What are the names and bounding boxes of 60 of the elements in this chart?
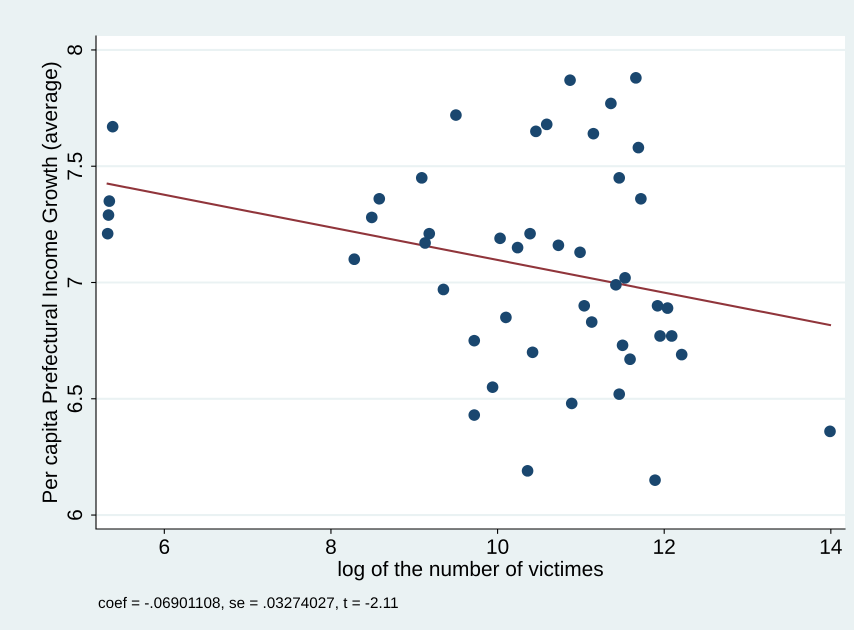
point: [530, 126, 542, 138]
point: [574, 246, 586, 258]
y-tick-label: 8: [67, 45, 82, 55]
point: [373, 192, 386, 205]
point: [512, 242, 524, 254]
y-tick-label: 7: [68, 278, 82, 288]
point: [635, 192, 647, 205]
point: [566, 398, 578, 410]
point: [666, 330, 678, 342]
point: [564, 74, 576, 86]
point: [649, 474, 661, 486]
point: [624, 353, 636, 366]
point: [366, 212, 378, 224]
x-tick-label: 14: [820, 539, 842, 554]
point: [616, 339, 628, 352]
point: [468, 409, 480, 421]
point: [450, 109, 462, 121]
point: [494, 232, 506, 244]
point: [552, 239, 564, 252]
point: [613, 388, 626, 400]
point: [586, 316, 598, 328]
point: [438, 284, 450, 296]
x-axis-title: log of the number of victimes: [338, 560, 603, 580]
point: [500, 312, 512, 324]
point: [652, 300, 664, 312]
point: [486, 381, 498, 393]
point: [524, 228, 536, 240]
point: [613, 172, 626, 184]
point: [416, 172, 428, 184]
point: [605, 98, 617, 110]
point: [419, 237, 431, 249]
x-tick-label: 12: [654, 539, 675, 554]
point: [106, 120, 118, 133]
text: coef = -.06901108, se = .03274027, t = -2.11: [98, 596, 398, 610]
point: [522, 465, 534, 477]
point: [619, 272, 631, 284]
point: [578, 300, 590, 312]
x-tick-label: 10: [488, 539, 508, 554]
point: [610, 279, 622, 291]
point: [102, 209, 114, 221]
point: [348, 253, 360, 266]
y-tick-label: 7.5: [68, 152, 82, 180]
point: [632, 142, 644, 154]
point: [102, 228, 114, 240]
x-tick-label: 8: [326, 539, 336, 554]
point: [676, 348, 688, 360]
point: [654, 330, 666, 342]
y-tick-label: 6: [67, 510, 82, 520]
point: [526, 346, 538, 358]
y-axis-title: Per capita Prefectural Income Growth (average): [42, 62, 62, 502]
point: [662, 302, 674, 314]
point: [468, 334, 480, 346]
point: [104, 195, 116, 207]
point: [630, 72, 642, 84]
y-tick-label: 6.5: [67, 385, 82, 412]
point: [824, 426, 836, 438]
point: [423, 228, 436, 240]
point: [540, 118, 553, 130]
point: [588, 128, 600, 140]
x-tick-label: 6: [160, 539, 170, 554]
